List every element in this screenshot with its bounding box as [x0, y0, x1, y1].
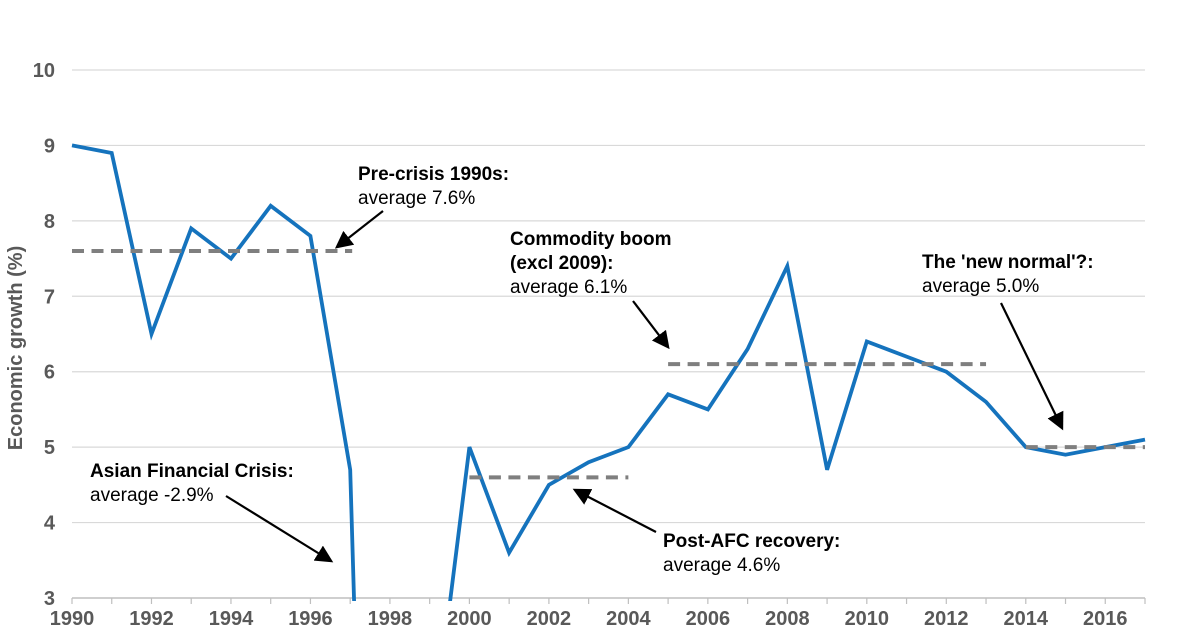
annotation-label: average -2.9%	[90, 485, 214, 506]
annotation-label: average 7.6%	[358, 188, 475, 209]
y-tick-label: 5	[44, 437, 55, 459]
x-tick-label: 2006	[686, 608, 731, 630]
x-tick-label: 1994	[209, 608, 254, 630]
annotation-arrow	[572, 488, 657, 533]
annotation-arrow	[225, 495, 334, 563]
annotation-label: Commodity boom	[510, 229, 672, 250]
annotation-arrow	[334, 210, 384, 249]
x-tick-label: 1996	[288, 608, 333, 630]
y-axis-title: Economic growth (%)	[5, 246, 27, 450]
annotation-arrow	[632, 300, 670, 350]
y-tick-label: 8	[44, 211, 55, 233]
y-tick-label: 10	[33, 60, 55, 82]
annotation-arrow	[1000, 302, 1064, 431]
y-tick-label: 6	[44, 362, 55, 384]
y-tick-label: 9	[44, 135, 55, 157]
y-tick-label: 3	[44, 588, 55, 610]
annotation-label: average 4.6%	[663, 555, 780, 576]
x-tick-label: 2012	[924, 608, 969, 630]
annotation-label: The 'new normal'?:	[922, 252, 1094, 273]
x-tick-label: 2002	[527, 608, 572, 630]
x-tick-label: 1998	[368, 608, 413, 630]
growth-line	[71, 143, 1146, 601]
x-tick-label: 2016	[1083, 608, 1128, 630]
x-tick-label: 1990	[50, 608, 95, 630]
x-tick-label: 1992	[129, 608, 174, 630]
annotation-label: Post-AFC recovery:	[663, 531, 840, 552]
y-tick-label: 4	[44, 513, 56, 535]
annotation-label: average 6.1%	[510, 277, 627, 298]
x-tick-label: 2004	[606, 608, 651, 630]
x-tick-label: 2000	[447, 608, 492, 630]
x-tick-label: 2010	[845, 608, 890, 630]
annotation-label: (excl 2009):	[510, 253, 614, 274]
annotation-label: Pre-crisis 1990s:	[358, 164, 509, 185]
y-tick-label: 7	[44, 286, 55, 308]
x-tick-label: 2014	[1004, 608, 1049, 630]
annotation-label: average 5.0%	[922, 276, 1039, 297]
annotation-label: Asian Financial Crisis:	[90, 461, 294, 482]
x-tick-label: 2008	[765, 608, 810, 630]
